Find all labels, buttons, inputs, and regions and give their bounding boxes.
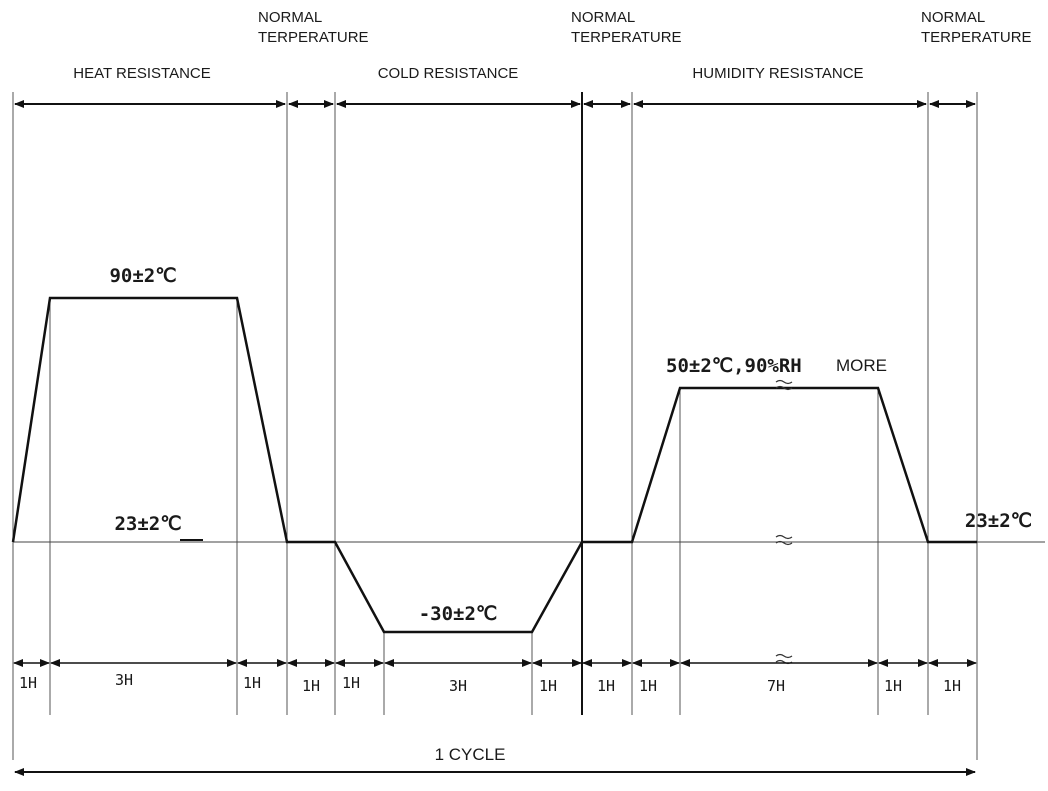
normal-temperature-label: TERPERATURE — [258, 29, 369, 46]
humidity-temperature-label: 50±2℃,90%RH — [666, 355, 802, 377]
duration-label: 1H — [539, 677, 557, 695]
normal-temperature-label: NORMAL — [571, 9, 635, 26]
ambient-temperature-label-right: 23±2℃ — [965, 510, 1032, 532]
humidity-resistance-label: HUMIDITY RESISTANCE — [692, 65, 863, 82]
break-mark — [775, 534, 793, 546]
duration-label: 7H — [767, 677, 785, 695]
break-marks — [775, 379, 793, 665]
break-mark — [775, 379, 793, 391]
cycle-label: 1 CYCLE — [435, 745, 506, 764]
duration-label: 1H — [243, 674, 261, 692]
humidity-more-label: MORE — [836, 356, 887, 375]
duration-label: 1H — [639, 677, 657, 695]
temperature-profile — [11, 296, 977, 634]
normal-temperature-label: NORMAL — [921, 9, 985, 26]
break-mark — [775, 653, 793, 665]
normal-temperature-label: TERPERATURE — [571, 29, 682, 46]
duration-label: 1H — [884, 677, 902, 695]
cold-resistance-label: COLD RESISTANCE — [378, 65, 519, 82]
duration-label: 1H — [597, 677, 615, 695]
cold-temperature-label: -30±2℃ — [419, 603, 498, 625]
duration-label: 1H — [943, 677, 961, 695]
normal-temperature-label: NORMAL — [258, 9, 322, 26]
duration-label: 1H — [19, 674, 37, 692]
heat-resistance-label: HEAT RESISTANCE — [73, 65, 211, 82]
boundary-lines — [12, 92, 978, 760]
duration-label: 1H — [342, 674, 360, 692]
duration-label: 1H — [302, 677, 320, 695]
ambient-temperature-label-left: 23±2℃ — [114, 513, 181, 535]
normal-temperature-label: TERPERATURE — [921, 29, 1032, 46]
duration-label: 3H — [115, 671, 133, 689]
duration-label: 3H — [449, 677, 467, 695]
duration-labels: 1H 3H 1H 1H 1H 3H 1H 1H 1H 7H 1H 1H — [19, 671, 961, 695]
heat-temperature-label: 90±2℃ — [109, 265, 176, 287]
